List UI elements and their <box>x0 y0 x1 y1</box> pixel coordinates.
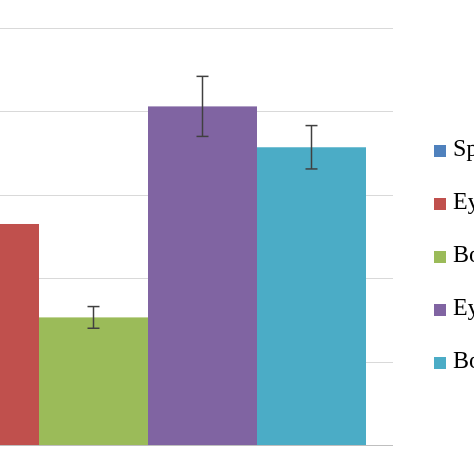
error-bar-5 <box>305 124 318 170</box>
legend-swatch-3 <box>434 251 446 263</box>
legend-label-5: Bo <box>453 348 474 374</box>
error-bar-4 <box>196 75 209 138</box>
legend-swatch-4 <box>434 304 446 316</box>
legend-label-2: Ey <box>453 189 474 215</box>
legend-item-3: Bo <box>432 240 474 293</box>
legend-swatch-5 <box>434 357 446 369</box>
legend-swatch-2 <box>434 198 446 210</box>
legend-label-1: Sp <box>453 136 474 162</box>
error-bar-3 <box>87 305 100 329</box>
legend-swatch-1 <box>434 145 446 157</box>
bar-5 <box>257 147 366 445</box>
legend-item-5: Bo <box>432 346 474 399</box>
bar-2 <box>0 223 39 445</box>
legend: Sp Ey Bo Ey Bo <box>432 134 474 399</box>
bars <box>0 106 366 446</box>
legend-label-3: Bo <box>453 242 474 268</box>
legend-item-4: Ey <box>432 293 474 346</box>
legend-item-2: Ey <box>432 187 474 240</box>
legend-item-1: Sp <box>432 134 474 187</box>
legend-label-4: Ey <box>453 295 474 321</box>
error-bars <box>87 75 318 329</box>
bar-4 <box>148 106 257 446</box>
bar-3 <box>39 317 148 445</box>
